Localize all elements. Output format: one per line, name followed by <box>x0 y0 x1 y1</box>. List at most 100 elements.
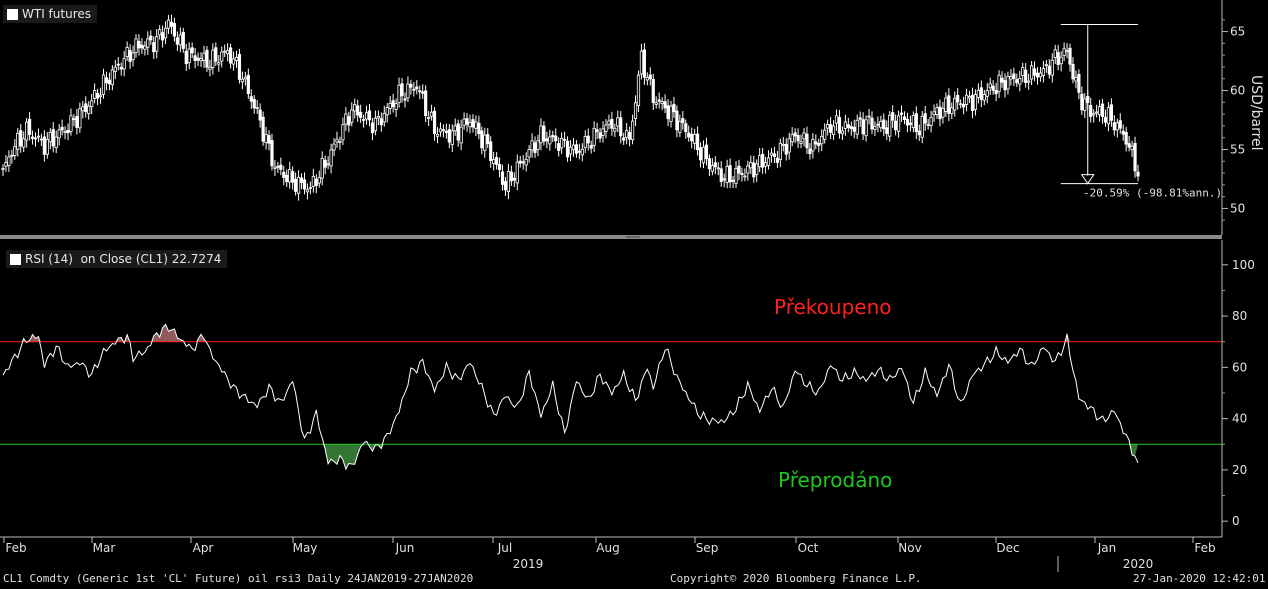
candle-body <box>258 109 262 121</box>
candle-body <box>551 135 555 138</box>
candle <box>30 130 35 145</box>
candle <box>1121 124 1125 141</box>
candle <box>432 106 437 141</box>
candle-body <box>1003 80 1007 91</box>
candle <box>134 34 138 58</box>
candle <box>533 136 537 158</box>
candle <box>539 118 543 151</box>
candle <box>518 155 522 168</box>
candle-body <box>994 90 998 95</box>
candle <box>843 114 847 136</box>
x-tick-label: Jan <box>1097 541 1117 555</box>
candle <box>503 177 508 196</box>
candle-body <box>353 104 357 112</box>
candle-body <box>509 171 513 182</box>
candle-body <box>1062 48 1066 57</box>
rsi-y-tick-label: 40 <box>1232 412 1247 426</box>
candle <box>829 116 833 139</box>
candle-body <box>607 120 611 125</box>
candle <box>633 95 638 127</box>
candle-body <box>474 121 478 129</box>
candle <box>131 45 135 67</box>
candle-body <box>554 135 558 142</box>
candle <box>1103 109 1108 127</box>
candle-body <box>403 98 407 101</box>
candle <box>486 128 490 149</box>
candle <box>613 123 617 138</box>
candle <box>285 169 289 188</box>
candle-body <box>441 129 446 132</box>
candle <box>388 96 392 115</box>
candle <box>4 155 8 172</box>
candle <box>725 159 729 189</box>
candle-body <box>687 132 691 138</box>
candle-body <box>1068 47 1072 65</box>
candle <box>577 143 581 160</box>
candle-body <box>1097 106 1102 116</box>
footer-source: CL1 Comdty (Generic 1st 'CL' Future) oil… <box>3 572 474 585</box>
candle <box>427 111 431 127</box>
candle-body <box>1027 80 1031 83</box>
candle-body <box>122 58 126 70</box>
x-tick-label: Mar <box>93 541 116 555</box>
candle-body <box>119 67 123 70</box>
candle <box>681 111 685 130</box>
candle-body <box>1106 107 1111 125</box>
candle-body <box>651 79 655 103</box>
candle <box>465 113 469 132</box>
candle-body <box>997 74 1001 92</box>
candle-body <box>503 181 508 191</box>
candle-body <box>894 120 898 131</box>
rsi-legend[interactable]: RSI (14) on Close (CL1) 22.7274 <box>6 250 228 268</box>
candle-body <box>808 148 812 155</box>
candle-body <box>908 122 913 125</box>
candle <box>1109 98 1113 127</box>
candle-body <box>917 130 921 136</box>
candle <box>616 110 620 133</box>
candle-body <box>350 109 354 123</box>
candle-body <box>30 136 35 139</box>
candle <box>932 104 936 122</box>
candle-body <box>864 119 868 137</box>
price-legend[interactable]: WTI futures <box>3 5 97 23</box>
candle <box>93 83 97 104</box>
candle-body <box>93 90 97 99</box>
candle <box>1038 66 1043 82</box>
candle <box>740 167 744 182</box>
candle-body <box>1092 113 1096 116</box>
candle <box>495 152 499 170</box>
candle <box>116 57 120 71</box>
candle-body <box>601 128 605 136</box>
candle <box>75 108 79 135</box>
candle-body <box>693 134 697 144</box>
candle-body <box>896 115 901 132</box>
candle-body <box>1024 69 1028 83</box>
candle <box>202 45 206 69</box>
candle-body <box>199 58 203 62</box>
candle <box>323 155 327 175</box>
candle <box>214 42 218 66</box>
candle-body <box>480 130 484 149</box>
candle-body <box>684 123 688 133</box>
candle <box>497 157 502 178</box>
candle <box>687 125 691 142</box>
candle <box>276 161 280 174</box>
candle <box>489 136 493 168</box>
candle <box>790 127 794 147</box>
candle <box>400 77 404 103</box>
x-tick-label: Sep <box>696 541 719 555</box>
candle-body <box>1009 76 1013 80</box>
candle-body <box>577 150 581 153</box>
candle-body <box>211 49 215 68</box>
candle <box>338 136 342 150</box>
candle-body <box>45 139 49 155</box>
candle-body <box>214 47 218 62</box>
candle <box>743 168 747 182</box>
candle <box>57 124 61 146</box>
candle <box>758 148 762 173</box>
candle-body <box>462 118 466 126</box>
candle <box>562 131 567 148</box>
oversold-fill <box>366 444 385 452</box>
candle <box>701 140 706 169</box>
candle <box>991 80 995 95</box>
